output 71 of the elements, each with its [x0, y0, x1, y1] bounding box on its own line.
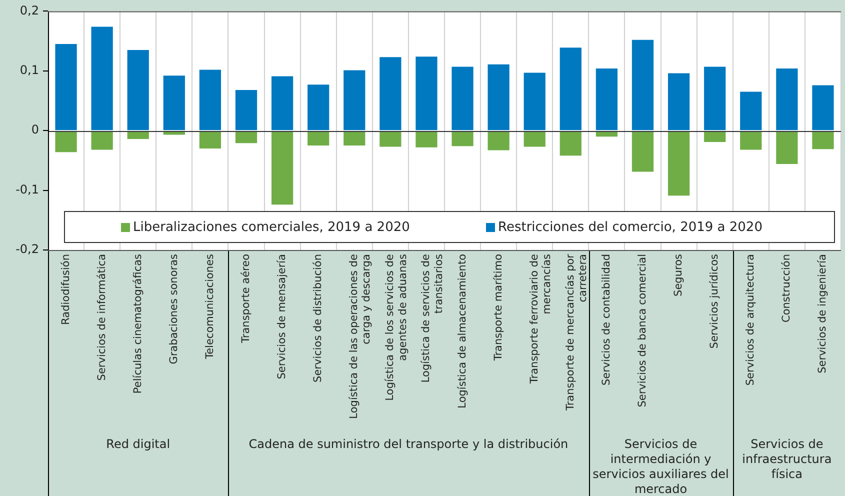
x-tick-label: Servicios jurídicos	[708, 254, 721, 349]
bar	[632, 40, 654, 130]
x-tick-label: Servicios de mensajería	[276, 254, 288, 380]
bar	[199, 70, 222, 130]
x-tick-label: Logística de almacenamiento	[456, 254, 468, 408]
x-tick-label: Servicios de informática	[96, 254, 108, 381]
bar	[524, 131, 546, 147]
text: Servicios de intermediación y servicios auxiliares del mercado	[592, 437, 729, 496]
bar	[127, 50, 149, 130]
y-tick-label: -0,1	[16, 182, 39, 196]
bar	[704, 131, 726, 142]
x-tick-label: Servicios de banca comercial	[636, 254, 648, 408]
bar	[344, 70, 366, 130]
x-tick-label: Transporte ferroviario de mercancías	[528, 254, 553, 385]
x-tick-label: Películas cinematográficas	[132, 254, 144, 394]
x-tick-label: Logística de las operaciones de carga y descarga	[348, 254, 373, 419]
bar	[704, 66, 726, 130]
text: Servicios de infraestructura física	[742, 437, 832, 482]
x-tick-label: Servicios de distribución	[312, 254, 324, 382]
bar	[452, 66, 474, 130]
bar	[560, 131, 582, 156]
x-tick-label: Transporte aéreo	[240, 254, 252, 344]
bar	[416, 56, 438, 130]
bar	[452, 131, 474, 146]
bar	[271, 76, 294, 130]
bar	[416, 131, 438, 148]
x-tick-label: Servicios de arquitectura	[744, 254, 757, 386]
bar	[91, 26, 113, 130]
bar	[91, 131, 113, 150]
bar	[632, 131, 654, 172]
bar	[235, 90, 258, 130]
y-tick-label: 0,1	[20, 63, 39, 78]
text: Red digital	[106, 437, 170, 452]
legend-label: Liberalizaciones comerciales, 2019 a 2020	[133, 220, 410, 234]
x-tick-label: Servicios de contabilidad	[600, 254, 612, 386]
bar	[560, 48, 582, 130]
bar	[524, 72, 546, 130]
x-tick-label: Servicios de ingeniería	[816, 254, 829, 374]
x-tick-label: Radiodifusión	[60, 254, 72, 325]
bar	[776, 68, 798, 130]
bar	[668, 73, 690, 130]
bar	[596, 68, 618, 130]
bar	[199, 131, 222, 149]
bar	[55, 131, 77, 152]
x-tick-label: Telecomunicaciones	[204, 254, 216, 360]
bar	[812, 131, 834, 150]
bar	[235, 131, 258, 144]
y-tick-label: 0,2	[20, 3, 39, 18]
bar	[380, 57, 402, 130]
y-tick-label: -0,2	[16, 242, 39, 256]
bar	[380, 131, 402, 147]
legend-label: Restricciones del comercio, 2019 a 2020	[498, 220, 762, 234]
text: Cadena de suministro del transporte y la distribución	[248, 437, 568, 452]
x-tick-label: Grabaciones sonoras	[168, 254, 180, 364]
bar	[163, 76, 185, 130]
bar	[776, 131, 798, 164]
bar	[740, 131, 762, 150]
x-tick-label: Transporte marítimo	[492, 254, 504, 362]
bar	[344, 131, 366, 146]
bar	[55, 44, 77, 130]
bar	[308, 131, 330, 146]
bar	[271, 131, 294, 205]
bar	[740, 92, 762, 130]
bar	[308, 84, 330, 130]
y-tick-label: 0	[31, 122, 39, 137]
bar	[668, 131, 690, 196]
x-tick-label: Construcción	[780, 254, 793, 323]
bar	[488, 131, 510, 150]
bar	[812, 85, 834, 130]
bar	[488, 64, 510, 130]
x-tick-label: Seguros	[672, 254, 685, 296]
